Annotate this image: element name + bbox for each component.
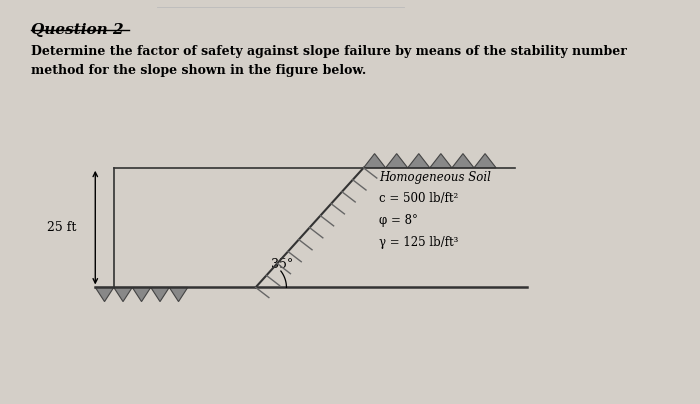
Polygon shape <box>430 154 452 168</box>
Text: Question 2: Question 2 <box>31 23 123 37</box>
Text: 35°: 35° <box>271 259 293 271</box>
Polygon shape <box>386 154 407 168</box>
Text: Determine the factor of safety against slope failure by means of the stability n: Determine the factor of safety against s… <box>31 46 626 59</box>
Text: φ = 8°: φ = 8° <box>379 214 418 227</box>
Polygon shape <box>363 154 386 168</box>
Polygon shape <box>169 287 188 302</box>
Text: Homogeneous Soil: Homogeneous Soil <box>379 171 491 184</box>
Text: γ = 125 lb/ft³: γ = 125 lb/ft³ <box>379 236 459 248</box>
Text: 25 ft: 25 ft <box>47 221 76 234</box>
Polygon shape <box>474 154 496 168</box>
Polygon shape <box>132 287 150 302</box>
Text: c = 500 lb/ft²: c = 500 lb/ft² <box>379 192 459 205</box>
Polygon shape <box>114 287 132 302</box>
Polygon shape <box>150 287 169 302</box>
Polygon shape <box>407 154 430 168</box>
Polygon shape <box>95 287 114 302</box>
Text: method for the slope shown in the figure below.: method for the slope shown in the figure… <box>31 64 366 77</box>
Polygon shape <box>452 154 474 168</box>
